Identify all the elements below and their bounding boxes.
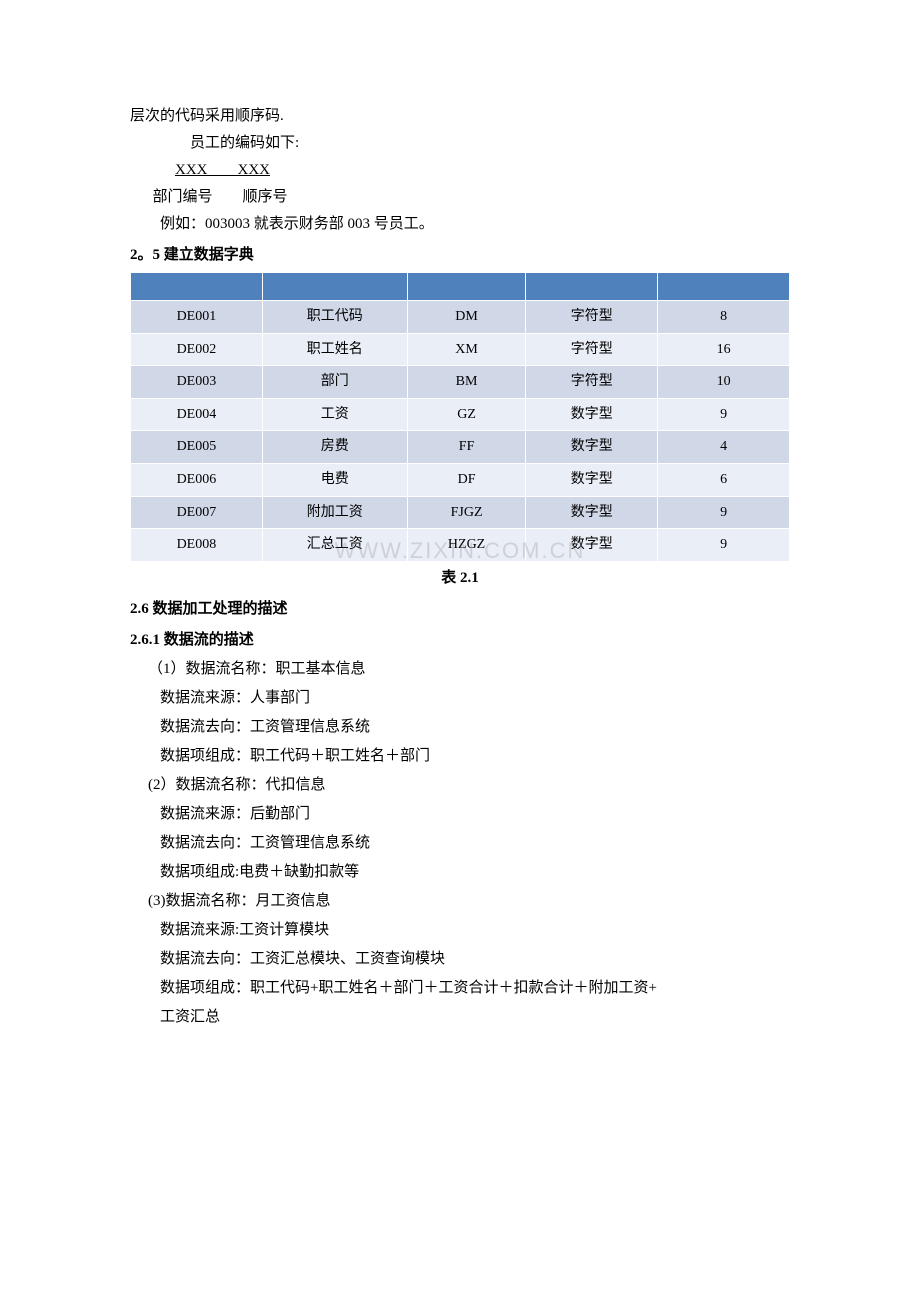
table-row: DE007 附加工资 FJGZ 数字型 9 [131, 496, 790, 529]
cell: 数字型 [526, 496, 658, 529]
cell: DM [407, 301, 526, 334]
cell: 6 [658, 463, 790, 496]
df2-items: 数据项组成:电费＋缺勤扣款等 [130, 862, 790, 883]
cell: 字符型 [526, 366, 658, 399]
cell: DE006 [131, 463, 263, 496]
cell: 9 [658, 496, 790, 529]
cell: DE004 [131, 398, 263, 431]
table-header-row [131, 273, 790, 301]
dataflow-2: (2）数据流名称：代扣信息 数据流来源：后勤部门 数据流去向：工资管理信息系统 … [130, 775, 790, 883]
table-caption: 表 2.1 [130, 568, 790, 589]
df3-dst: 数据流去向：工资汇总模块、工资查询模块 [130, 949, 790, 970]
table-row: DE004 工资 GZ 数字型 9 [131, 398, 790, 431]
df2-src: 数据流来源：后勤部门 [130, 804, 790, 825]
cell: 10 [658, 366, 790, 399]
cell: 数字型 [526, 398, 658, 431]
section-2-5-title: 2。5 建立数据字典 [130, 245, 790, 266]
cell: DE007 [131, 496, 263, 529]
cell: 部门 [262, 366, 407, 399]
cell: HZGZ [407, 529, 526, 562]
code-example: 例如：003003 就表示财务部 003 号员工。 [130, 214, 790, 235]
code-xxx: XXX XXX [175, 162, 270, 178]
cell: GZ [407, 398, 526, 431]
cell: DE008 [131, 529, 263, 562]
intro-line1: 层次的代码采用顺序码. [130, 106, 790, 127]
cell: 数字型 [526, 463, 658, 496]
table-row: DE002 职工姓名 XM 字符型 16 [131, 333, 790, 366]
cell: 职工代码 [262, 301, 407, 334]
cell: FF [407, 431, 526, 464]
df3-src: 数据流来源:工资计算模块 [130, 920, 790, 941]
cell: 数字型 [526, 529, 658, 562]
cell: DE005 [131, 431, 263, 464]
df1-src: 数据流来源：人事部门 [130, 688, 790, 709]
cell: 电费 [262, 463, 407, 496]
section-2-6-title: 2.6 数据加工处理的描述 [130, 599, 790, 620]
df2-dst: 数据流去向：工资管理信息系统 [130, 833, 790, 854]
section-2-6-1-title: 2.6.1 数据流的描述 [130, 630, 790, 651]
table-row: DE008 汇总工资 HZGZ 数字型 9 [131, 529, 790, 562]
code-labels: 部门编号 顺序号 [130, 187, 790, 208]
table-row: DE005 房费 FF 数字型 4 [131, 431, 790, 464]
df3-items: 数据项组成：职工代码+职工姓名＋部门＋工资合计＋扣款合计＋附加工资+ [130, 978, 790, 999]
cell: BM [407, 366, 526, 399]
cell: 4 [658, 431, 790, 464]
cell: XM [407, 333, 526, 366]
cell: 房费 [262, 431, 407, 464]
dataflow-3: (3)数据流名称：月工资信息 数据流来源:工资计算模块 数据流去向：工资汇总模块… [130, 891, 790, 1028]
cell: 16 [658, 333, 790, 366]
table-row: DE006 电费 DF 数字型 6 [131, 463, 790, 496]
cell: 数字型 [526, 431, 658, 464]
df1-dst: 数据流去向：工资管理信息系统 [130, 717, 790, 738]
code-pattern: XXX XXX [130, 160, 790, 181]
table-row: DE003 部门 BM 字符型 10 [131, 366, 790, 399]
cell: 字符型 [526, 301, 658, 334]
cell: DE003 [131, 366, 263, 399]
df3-name: (3)数据流名称：月工资信息 [130, 891, 790, 912]
cell: 工资 [262, 398, 407, 431]
cell: DE001 [131, 301, 263, 334]
table-row: DE001 职工代码 DM 字符型 8 [131, 301, 790, 334]
cell: DE002 [131, 333, 263, 366]
cell: FJGZ [407, 496, 526, 529]
cell: 9 [658, 398, 790, 431]
cell: DF [407, 463, 526, 496]
intro-line2: 员工的编码如下: [130, 133, 790, 154]
cell: 附加工资 [262, 496, 407, 529]
df3-items2: 工资汇总 [130, 1007, 790, 1028]
dataflow-1: （1）数据流名称：职工基本信息 数据流来源：人事部门 数据流去向：工资管理信息系… [130, 659, 790, 767]
cell: 汇总工资 [262, 529, 407, 562]
df1-name: （1）数据流名称：职工基本信息 [130, 659, 790, 680]
cell: 8 [658, 301, 790, 334]
df2-name: (2）数据流名称：代扣信息 [130, 775, 790, 796]
data-dictionary-table: DE001 职工代码 DM 字符型 8 DE002 职工姓名 XM 字符型 16… [130, 272, 790, 562]
cell: 字符型 [526, 333, 658, 366]
cell: 职工姓名 [262, 333, 407, 366]
df1-items: 数据项组成：职工代码＋职工姓名＋部门 [130, 746, 790, 767]
cell: 9 [658, 529, 790, 562]
